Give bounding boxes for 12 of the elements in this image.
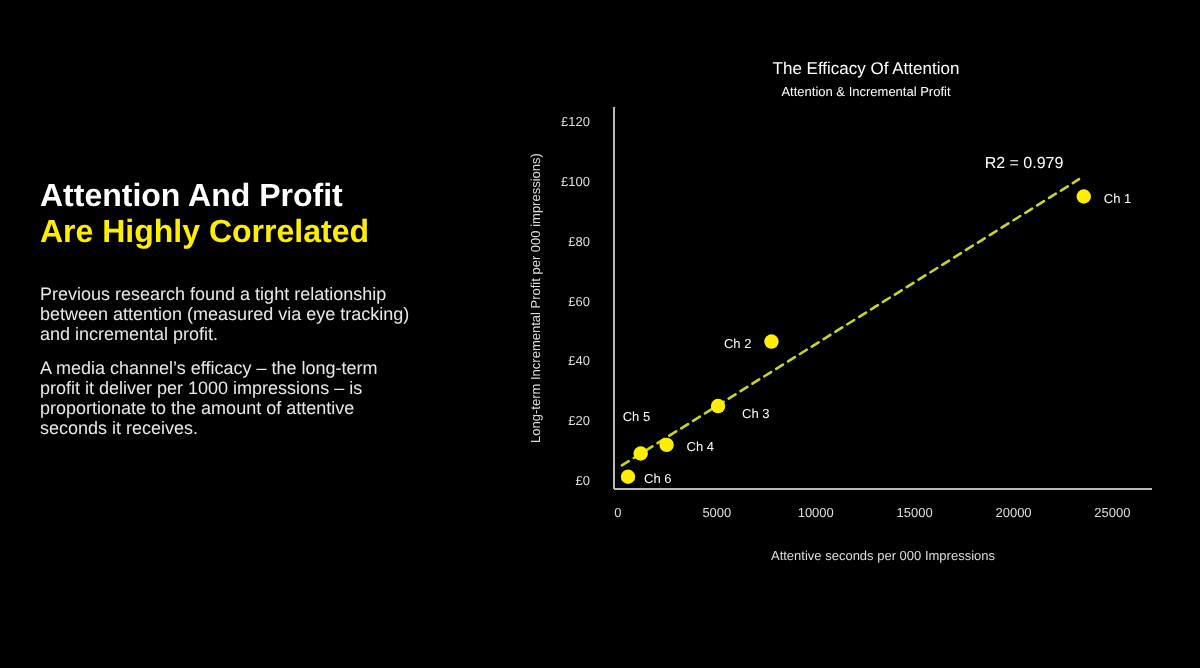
point xyxy=(710,398,726,414)
point xyxy=(633,446,648,461)
text: Are Highly Correlated xyxy=(40,216,369,250)
chart-title: The Efficacy Of Attention xyxy=(772,58,960,78)
point xyxy=(1076,189,1091,204)
text: A media channel’s efficacy – the long-term profit it deliver per 1000 impressions – is proportionate to the amount of attentive seconds it receives. xyxy=(40,358,378,438)
annotation: R2 = 0.979 xyxy=(984,154,1065,172)
text: Attention And Profit xyxy=(40,180,345,214)
point xyxy=(620,469,636,484)
point xyxy=(659,437,674,453)
point xyxy=(764,334,779,349)
text: Previous research found a tight relationship between attention (measured via eye tracking) and incremental profit. xyxy=(40,284,410,344)
